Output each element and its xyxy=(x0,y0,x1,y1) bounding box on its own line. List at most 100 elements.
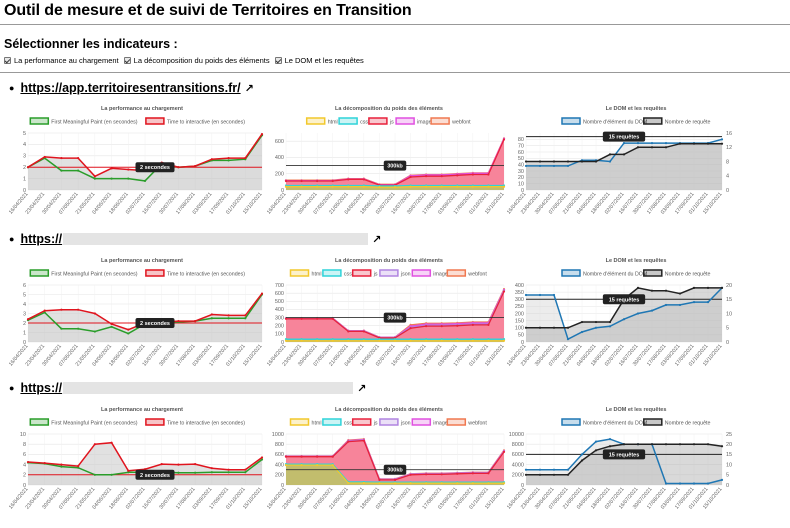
data-point xyxy=(244,156,247,160)
legend-item[interactable]: Nombre d'élément du DOM xyxy=(561,418,647,427)
legend-swatch xyxy=(289,269,310,277)
data-point xyxy=(552,473,556,476)
legend-item[interactable]: js xyxy=(351,418,378,427)
data-point xyxy=(720,142,724,145)
site-url[interactable]: https:// xyxy=(20,381,63,395)
legend-item[interactable]: First Meaningful Paint (en secondes) xyxy=(29,269,138,278)
data-point xyxy=(678,443,682,446)
data-point xyxy=(93,330,96,333)
data-point xyxy=(594,326,598,329)
data-point xyxy=(93,443,96,446)
legend-item[interactable]: Nombre d'élément du DOM xyxy=(561,269,647,278)
y-tick-label: 2000 xyxy=(512,473,524,479)
area-under xyxy=(526,287,722,342)
legend-item[interactable]: webfont xyxy=(446,418,487,427)
legend-item[interactable]: css xyxy=(338,117,368,126)
data-point xyxy=(678,482,682,485)
legend-item[interactable]: Time to interactive (en secondes) xyxy=(145,117,245,126)
legend-label: Time to interactive (en secondes) xyxy=(167,272,245,278)
data-point xyxy=(425,339,428,342)
y-tick-label: 0 xyxy=(521,483,524,489)
legend-swatch xyxy=(561,418,581,426)
data-point xyxy=(93,473,96,476)
legend-item[interactable]: css xyxy=(322,418,352,427)
legend-item[interactable]: First Meaningful Paint (en secondes) xyxy=(29,117,138,126)
data-point xyxy=(347,481,350,485)
data-point xyxy=(362,339,365,342)
data-point xyxy=(110,322,113,326)
y-tick-label: 400 xyxy=(275,155,284,161)
legend-item[interactable]: Nombre de requête xyxy=(643,269,711,278)
chart-title: La performance au chargement xyxy=(101,106,183,112)
bullet-icon: ● xyxy=(9,234,15,244)
data-point xyxy=(210,467,213,470)
legend-item[interactable]: First Meaningful Paint (en secondes) xyxy=(29,418,138,427)
data-point xyxy=(678,303,682,307)
checkbox-icon[interactable] xyxy=(274,57,282,64)
y-tick-label: 5 xyxy=(23,292,26,298)
site-link-2[interactable]: ● https:// ↗ xyxy=(9,381,366,395)
data-point xyxy=(284,339,288,342)
data-point xyxy=(77,308,80,311)
data-point xyxy=(622,318,626,321)
legend-item[interactable]: Time to interactive (en secondes) xyxy=(145,269,245,278)
y-tick-label: 5 xyxy=(23,131,26,137)
legend-item[interactable]: image xyxy=(411,269,448,278)
checkbox-performance[interactable]: La performance au chargement xyxy=(4,56,119,65)
data-point xyxy=(502,185,506,188)
legend-label: First Meaningful Paint (en secondes) xyxy=(51,120,137,126)
legend-item[interactable]: image xyxy=(411,418,448,427)
legend-label: Nombre de requête xyxy=(665,272,711,278)
checkbox-icon[interactable] xyxy=(4,57,11,64)
data-point xyxy=(127,471,130,474)
legend-item[interactable]: webfont xyxy=(446,269,487,278)
external-link-icon[interactable]: ↗ xyxy=(372,233,382,246)
legend-item[interactable]: webfont xyxy=(430,117,471,126)
legend-item[interactable]: image xyxy=(395,117,432,126)
data-point xyxy=(300,317,303,320)
legend-item[interactable]: Nombre de requête xyxy=(643,418,711,427)
legend-label: First Meaningful Paint (en secondes) xyxy=(51,421,137,427)
legend-item[interactable]: js xyxy=(368,117,394,126)
data-point xyxy=(110,177,113,180)
external-link-icon[interactable]: ↗ xyxy=(357,382,367,395)
checkbox-dom[interactable]: Le DOM et les requêtes xyxy=(274,56,364,65)
y-tick-label: 8000 xyxy=(512,442,524,448)
data-point xyxy=(244,471,247,474)
data-point xyxy=(692,301,696,304)
data-point xyxy=(378,339,381,342)
site-url[interactable]: https://app.territoiresentransitions.fr/ xyxy=(20,81,241,95)
legend-item[interactable]: Nombre de requête xyxy=(643,117,711,126)
checkbox-weight[interactable]: La décomposition du poids des éléments xyxy=(123,56,270,65)
chart-1-2: Le DOM et les requêtes Nombre d'élément d… xyxy=(506,258,732,368)
legend-swatch xyxy=(446,269,467,277)
legend-item[interactable]: html xyxy=(305,117,338,126)
legend-item[interactable]: js xyxy=(351,269,378,278)
site-link-0[interactable]: ● https://app.territoiresentransitions.f… xyxy=(9,81,254,95)
legend-item[interactable]: Time to interactive (en secondes) xyxy=(145,418,245,427)
threshold-label-box xyxy=(602,131,646,142)
legend-item[interactable]: html xyxy=(289,269,322,278)
data-point xyxy=(456,472,459,475)
divider xyxy=(0,72,790,73)
data-point xyxy=(471,472,474,475)
data-point xyxy=(636,146,640,149)
legend-item[interactable]: css xyxy=(322,269,352,278)
y-tick-label: 1 xyxy=(23,330,26,336)
threshold-label: 2 secondes xyxy=(140,321,170,327)
y2-tick-label: 20 xyxy=(726,283,732,289)
checkbox-icon[interactable] xyxy=(123,57,131,64)
legend-item[interactable]: json xyxy=(379,269,411,278)
data-point xyxy=(244,317,247,320)
data-point xyxy=(210,158,213,161)
y-tick-label: 100 xyxy=(515,326,524,332)
data-point xyxy=(77,466,80,469)
site-url[interactable]: https:// xyxy=(20,232,63,246)
legend-label: Time to interactive (en secondes) xyxy=(167,421,245,427)
site-link-1[interactable]: ● https:// ↗ xyxy=(9,232,381,246)
y-tick-label: 600 xyxy=(275,291,284,297)
external-link-icon[interactable]: ↗ xyxy=(244,82,254,95)
legend-item[interactable]: json xyxy=(379,418,411,427)
legend-item[interactable]: html xyxy=(289,418,322,427)
legend-item[interactable]: Nombre d'élément du DOM xyxy=(561,117,647,126)
